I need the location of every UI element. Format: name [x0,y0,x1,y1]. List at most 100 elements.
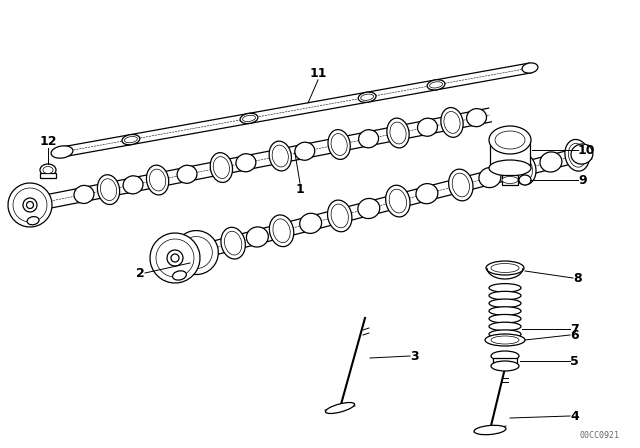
Text: 00CC0921: 00CC0921 [580,431,620,440]
Ellipse shape [491,351,519,361]
Text: 12: 12 [39,135,57,148]
Ellipse shape [361,94,374,100]
Ellipse shape [386,185,410,217]
Ellipse shape [236,154,256,172]
Ellipse shape [43,167,53,173]
Ellipse shape [390,122,406,144]
Ellipse shape [171,254,179,262]
Ellipse shape [522,63,538,73]
Text: 11: 11 [309,67,327,80]
Ellipse shape [571,144,593,164]
Ellipse shape [429,82,442,88]
Ellipse shape [489,322,521,331]
Ellipse shape [474,425,506,435]
Text: 4: 4 [570,409,579,422]
Ellipse shape [467,108,486,127]
Ellipse shape [225,231,242,255]
Ellipse shape [485,334,525,346]
Ellipse shape [568,143,586,167]
Ellipse shape [417,118,437,136]
Ellipse shape [389,189,406,213]
Ellipse shape [489,291,521,300]
Ellipse shape [486,261,524,275]
Bar [40,173,56,178]
Ellipse shape [272,145,289,167]
Ellipse shape [150,169,166,191]
Ellipse shape [273,219,291,243]
Ellipse shape [489,160,531,176]
Text: 3: 3 [410,349,419,362]
Ellipse shape [519,175,531,185]
Ellipse shape [246,227,268,247]
Ellipse shape [427,80,445,90]
Ellipse shape [489,299,521,307]
Ellipse shape [123,176,143,194]
Ellipse shape [74,185,94,203]
Ellipse shape [491,361,519,371]
Ellipse shape [150,233,200,283]
Ellipse shape [491,263,519,272]
Ellipse shape [295,142,315,160]
Bar [502,175,518,185]
Ellipse shape [8,183,52,227]
Text: 8: 8 [573,271,582,284]
Ellipse shape [156,239,194,277]
Ellipse shape [489,126,531,154]
Text: 5: 5 [570,354,579,367]
Ellipse shape [489,307,521,315]
Ellipse shape [13,188,47,222]
Ellipse shape [23,198,37,212]
Ellipse shape [240,113,258,124]
Ellipse shape [565,139,589,171]
Ellipse shape [97,175,120,205]
Ellipse shape [441,108,463,138]
Ellipse shape [479,168,501,188]
Text: 2: 2 [136,267,145,280]
Text: 9: 9 [578,173,587,186]
Ellipse shape [122,134,140,145]
Text: 6: 6 [570,328,579,341]
Ellipse shape [221,227,245,259]
Ellipse shape [444,112,460,134]
Ellipse shape [491,336,519,344]
Ellipse shape [269,215,294,247]
Ellipse shape [452,173,470,197]
Ellipse shape [210,153,232,182]
Ellipse shape [511,153,536,185]
Ellipse shape [489,314,521,323]
Ellipse shape [328,129,350,159]
Ellipse shape [173,271,186,280]
Ellipse shape [358,92,376,103]
Text: 10: 10 [578,143,595,156]
Ellipse shape [331,134,348,155]
Ellipse shape [358,130,378,148]
Ellipse shape [27,217,39,225]
Ellipse shape [51,146,73,158]
Ellipse shape [177,165,197,183]
Ellipse shape [502,177,518,184]
Ellipse shape [326,402,355,414]
Ellipse shape [243,115,255,121]
Ellipse shape [489,330,521,338]
Text: 1: 1 [296,183,305,196]
Ellipse shape [213,157,230,178]
Bar [490,140,530,168]
Ellipse shape [449,169,473,201]
Ellipse shape [358,198,380,219]
Ellipse shape [26,202,33,208]
Ellipse shape [180,237,212,268]
Ellipse shape [416,184,438,204]
Ellipse shape [147,165,169,195]
Ellipse shape [331,204,348,228]
Ellipse shape [540,152,562,172]
Ellipse shape [174,231,218,275]
Ellipse shape [489,284,521,292]
Ellipse shape [100,179,116,201]
Ellipse shape [387,118,409,148]
Ellipse shape [328,200,352,232]
Ellipse shape [269,141,291,171]
Bar [493,358,517,366]
Ellipse shape [167,250,183,266]
Ellipse shape [300,213,322,233]
Text: 7: 7 [570,323,579,336]
